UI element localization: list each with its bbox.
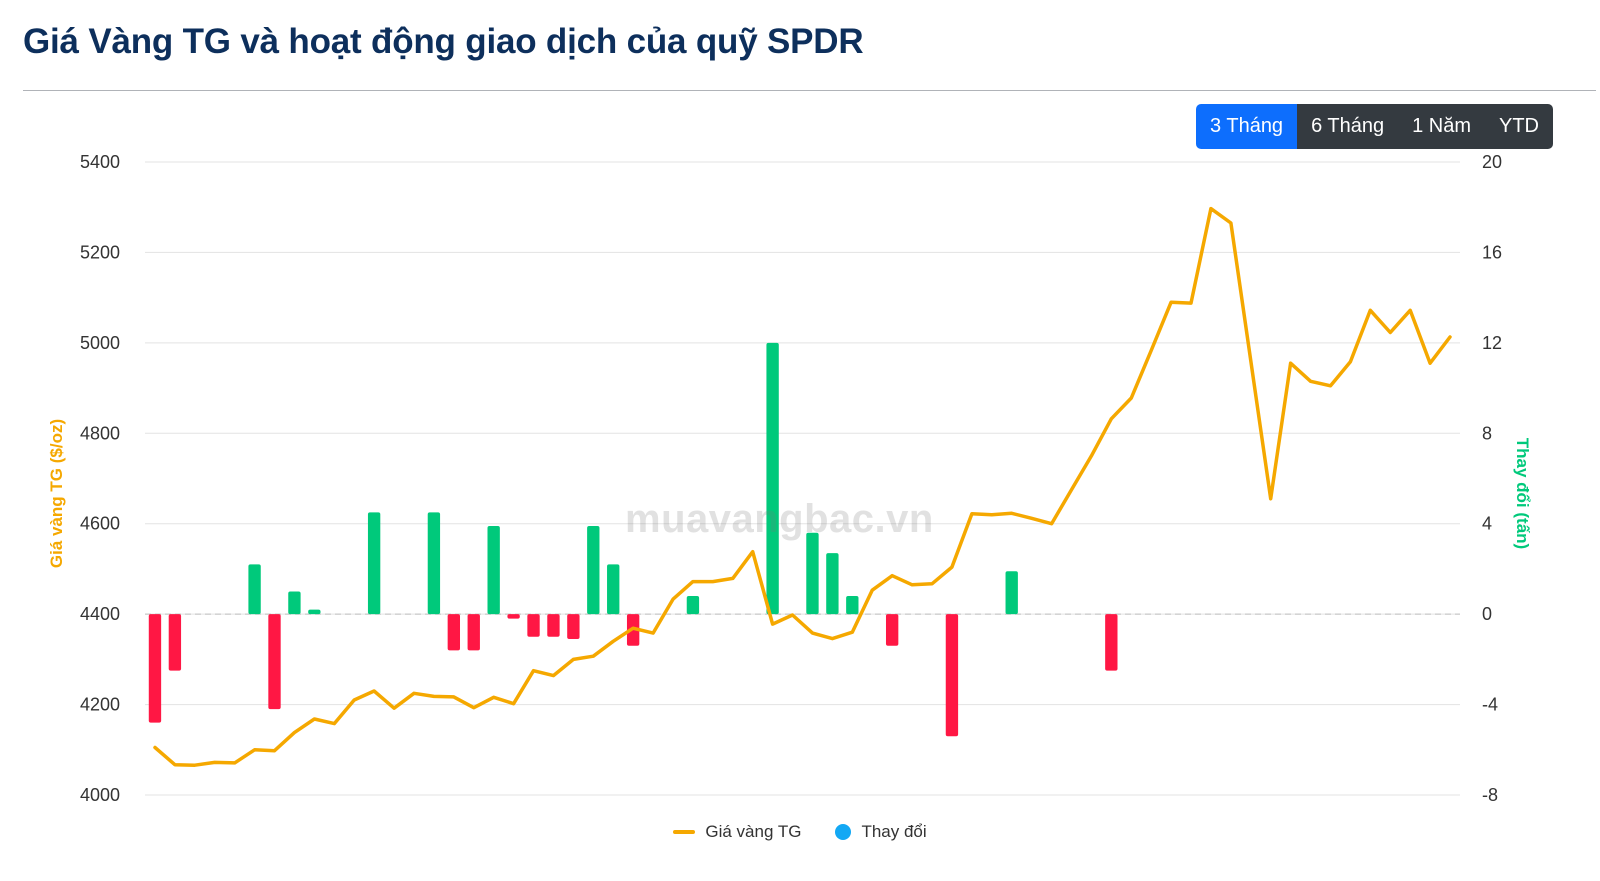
- chart-title: Giá Vàng TG và hoạt động giao dịch của q…: [23, 22, 864, 61]
- change-bar: [367, 512, 381, 615]
- left-tick-label: 5200: [80, 242, 120, 262]
- change-bar: [447, 614, 461, 651]
- change-bar: [826, 553, 839, 615]
- gold-price-line: [153, 206, 1452, 767]
- range-button-1-year[interactable]: 1 Năm: [1398, 104, 1485, 149]
- legend-label-change: Thay đổi: [861, 822, 927, 841]
- change-bar: [148, 614, 162, 723]
- change-bar: [487, 525, 500, 615]
- left-tick-label: 4400: [80, 604, 120, 624]
- change-bar: [507, 614, 520, 619]
- left-tick-label: 4800: [80, 423, 120, 443]
- change-bar: [467, 614, 480, 651]
- legend-line-swatch: [673, 830, 696, 834]
- right-tick-label: 16: [1482, 242, 1502, 262]
- change-bar: [288, 591, 301, 615]
- legend-label-gold-price: Giá vàng TG: [705, 822, 802, 841]
- left-tick-label: 4200: [80, 695, 120, 715]
- range-selector: 3 Tháng 6 Tháng 1 Năm YTD: [1196, 104, 1553, 149]
- change-bar: [766, 342, 779, 615]
- right-tick-label: -8: [1482, 785, 1498, 805]
- change-bar: [607, 564, 620, 615]
- legend-item-gold-price[interactable]: Giá vàng TG: [673, 822, 801, 842]
- left-tick-label: 4600: [80, 514, 120, 534]
- right-tick-label: 0: [1482, 604, 1492, 624]
- change-bar: [846, 596, 859, 615]
- right-tick-label: 8: [1482, 423, 1492, 443]
- change-bar: [806, 532, 819, 615]
- title-divider: [23, 90, 1596, 91]
- left-tick-label: 5000: [80, 333, 120, 353]
- left-axis-title: Giá vàng TG ($/oz): [47, 419, 66, 568]
- change-bar: [527, 614, 540, 637]
- legend: Giá vàng TG Thay đổi: [0, 822, 1600, 842]
- right-tick-label: 20: [1482, 152, 1502, 172]
- change-bar: [268, 614, 281, 710]
- watermark: muavangbac.vn: [625, 497, 934, 541]
- range-button-ytd[interactable]: YTD: [1485, 104, 1553, 149]
- legend-item-change[interactable]: Thay đổi: [835, 822, 927, 842]
- change-bar: [427, 512, 441, 615]
- right-tick-label: -4: [1482, 695, 1498, 715]
- right-tick-label: 12: [1482, 333, 1502, 353]
- change-bar: [567, 614, 580, 640]
- right-tick-label: 4: [1482, 514, 1492, 534]
- change-bar: [168, 614, 182, 671]
- legend-dot-swatch: [835, 824, 852, 840]
- change-bar: [1005, 571, 1018, 615]
- range-button-3-months[interactable]: 3 Tháng: [1196, 104, 1298, 149]
- change-bar: [945, 614, 959, 737]
- left-tick-label: 5400: [80, 152, 120, 172]
- change-bar: [1105, 614, 1118, 671]
- change-bar: [587, 525, 600, 615]
- right-axis-title: Thay đổi (tấn): [1513, 438, 1532, 549]
- change-bar: [547, 614, 560, 637]
- change-bar: [885, 614, 899, 646]
- change-bar: [686, 596, 700, 615]
- left-tick-label: 4000: [80, 785, 120, 805]
- range-button-6-months[interactable]: 6 Tháng: [1297, 104, 1399, 149]
- change-bar: [308, 609, 321, 615]
- change-bar: [248, 564, 261, 615]
